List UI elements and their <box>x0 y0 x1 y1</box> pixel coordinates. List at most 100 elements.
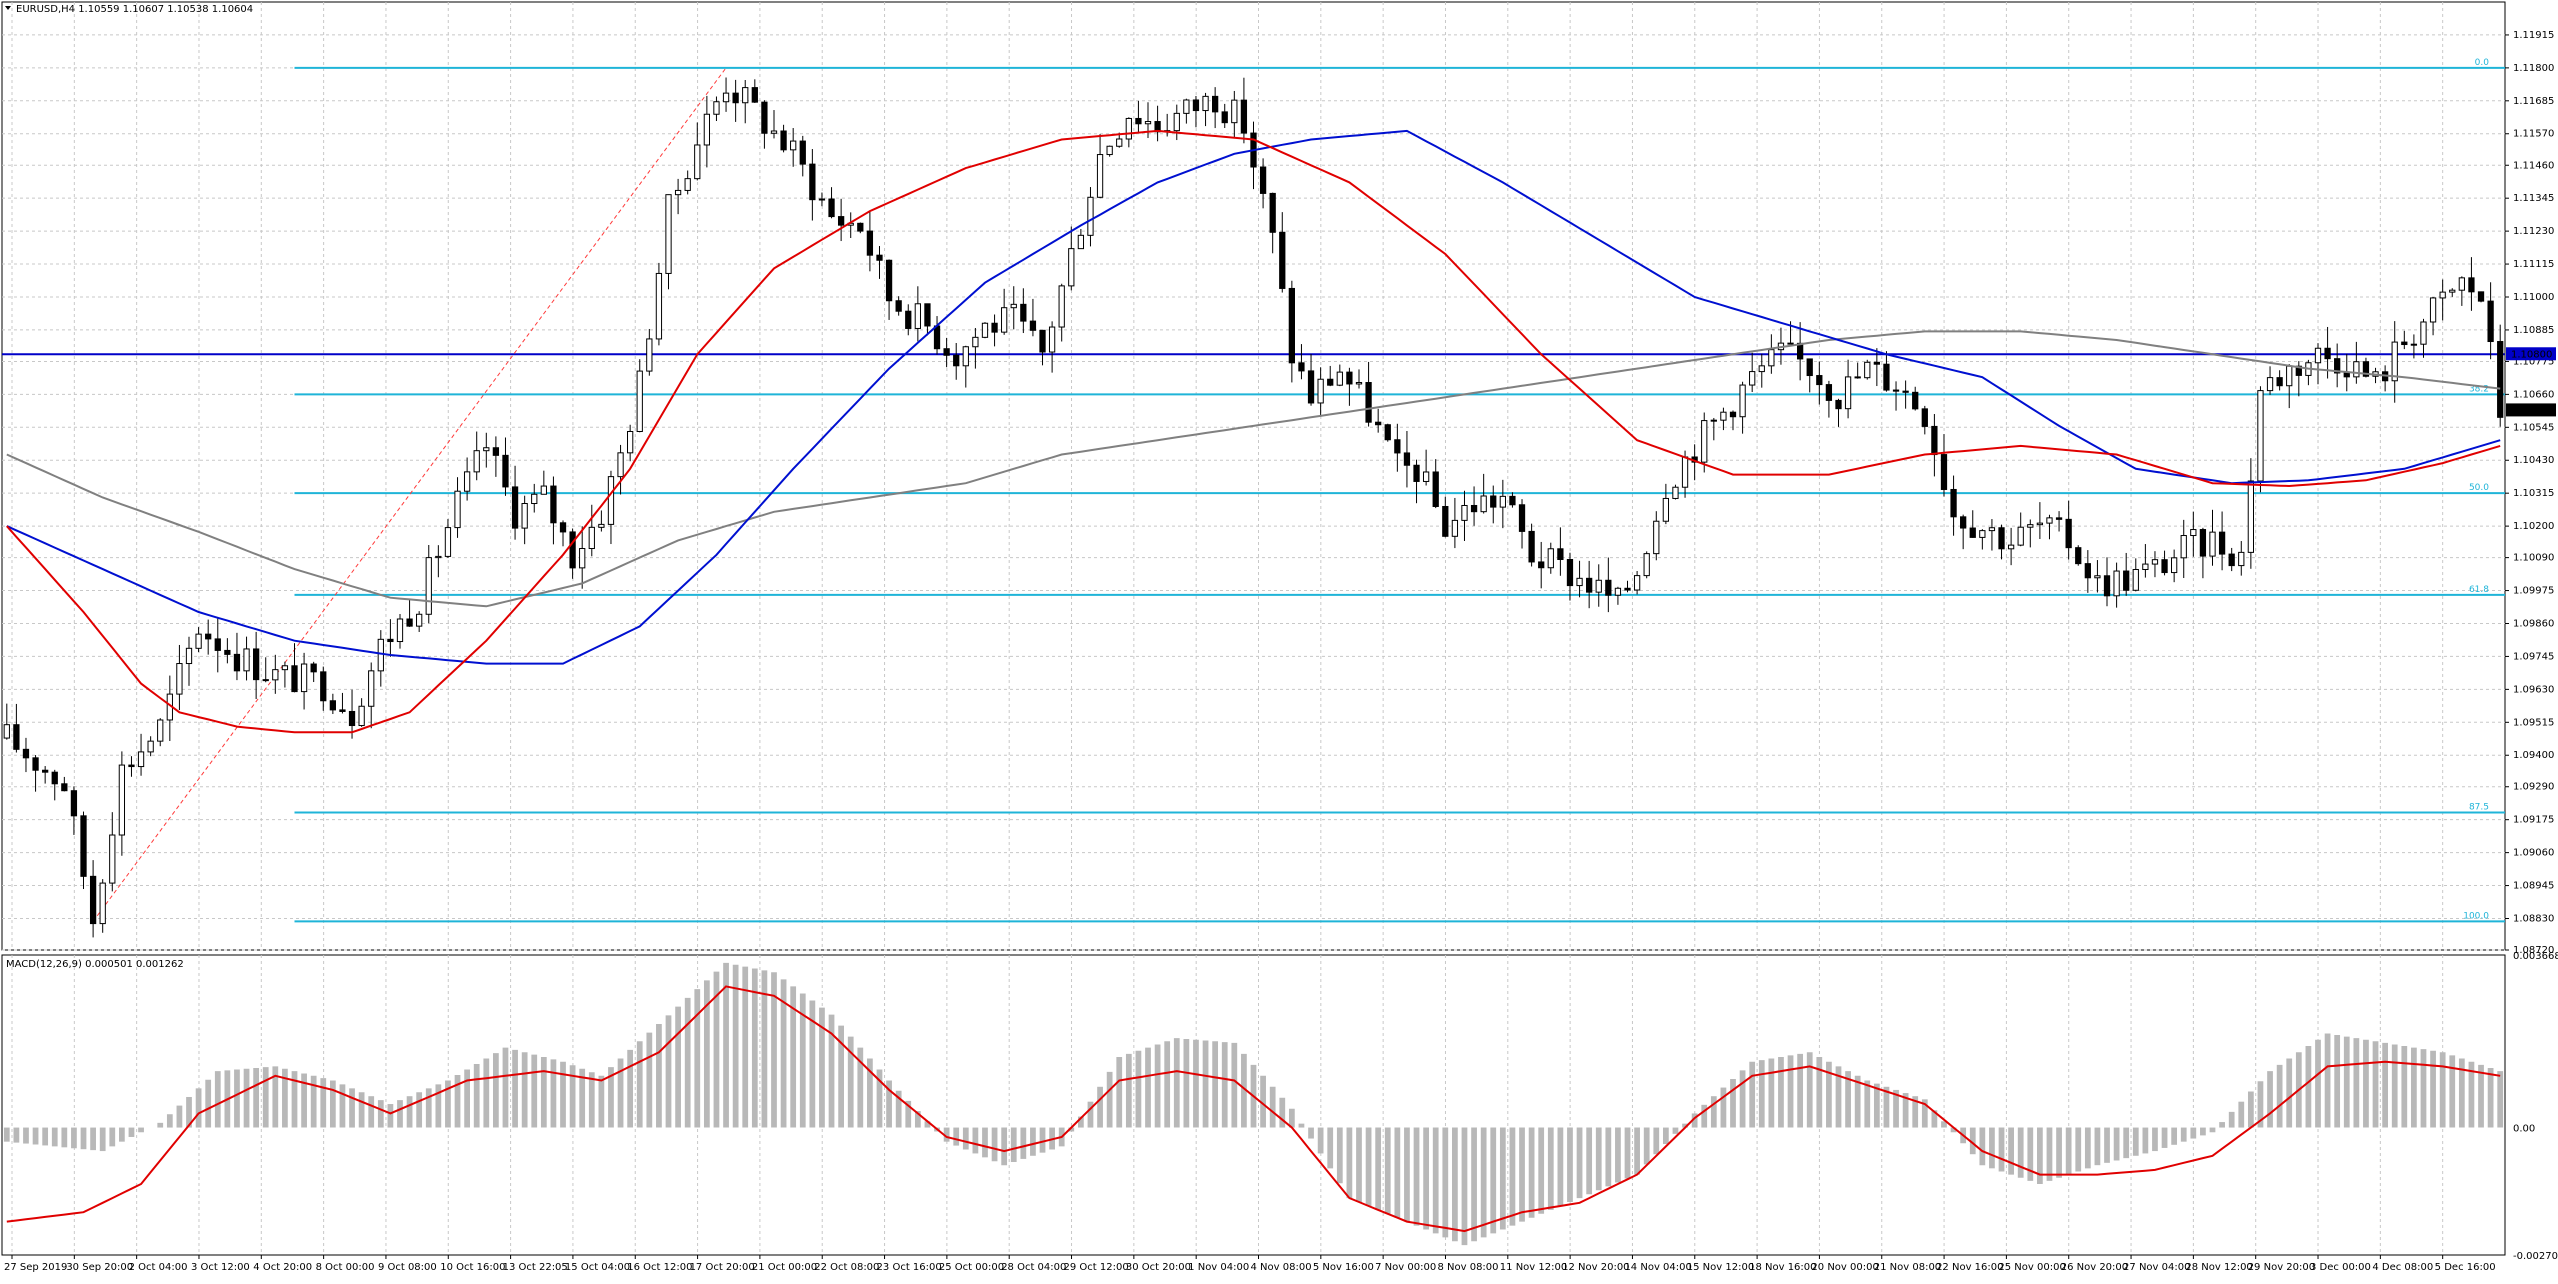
candle-bull <box>962 346 969 367</box>
time-tick-label: 9 Oct 08:00 <box>378 1262 437 1273</box>
candle-bear <box>70 790 78 817</box>
price-tick-label: 1.10885 <box>2513 325 2554 336</box>
candle-bear <box>1240 99 1248 134</box>
candle-bear <box>1940 454 1948 490</box>
candle-bear <box>761 101 768 134</box>
candle-bear <box>61 783 68 792</box>
candle-bear <box>2075 547 2082 565</box>
chart-header: EURUSD,H4 1.10559 1.10607 1.10538 1.1060… <box>16 4 253 15</box>
candle-bull <box>1614 587 1622 596</box>
candle-bear <box>1327 378 1334 386</box>
candle-bear <box>1470 504 1478 513</box>
candle-bear <box>1854 376 1861 379</box>
candle-bull <box>2429 297 2437 323</box>
candle-bull <box>770 130 778 134</box>
time-tick-label: 2 Oct 04:00 <box>129 1262 188 1273</box>
candle-bull <box>2132 569 2139 591</box>
candle-bull <box>1979 530 1986 538</box>
current-price-tag: 1.10604 <box>2511 405 2552 416</box>
candle-bull <box>176 663 183 695</box>
candle-bear <box>329 700 336 711</box>
candle-bear <box>953 354 960 367</box>
candle-bull <box>636 370 643 432</box>
candle-bull <box>243 648 250 672</box>
candle-bear <box>348 710 356 727</box>
candle-bear <box>1413 464 1420 482</box>
candle-bear <box>80 815 87 877</box>
hline-price-tag: 1.10800 <box>2511 349 2552 360</box>
candle-bull <box>1451 519 1459 537</box>
candle-bear <box>406 618 413 627</box>
candle-bull <box>1183 99 1190 114</box>
candle-bull <box>2391 341 2398 382</box>
candle-bull <box>1595 579 1602 593</box>
candle-bear <box>1931 425 1938 456</box>
candle-bear <box>2084 563 2091 579</box>
time-tick-label: 4 Nov 08:00 <box>1251 1262 1312 1273</box>
candle-bear <box>2228 553 2235 567</box>
price-tick-label: 1.09060 <box>2513 848 2554 859</box>
candle-bear <box>837 216 845 226</box>
candle-bull <box>1001 307 1008 333</box>
ma-fast-line <box>6 129 2501 734</box>
candle-bull <box>1461 504 1468 521</box>
candle-bear <box>732 92 739 104</box>
candle-bear <box>1375 421 1382 426</box>
candle-bear <box>1221 111 1228 124</box>
candle-bull <box>1643 553 1650 577</box>
candle-bear <box>22 748 30 759</box>
candle-bull <box>1653 520 1660 555</box>
time-tick-label: 20 Nov 00:00 <box>1811 1262 1878 1273</box>
candle-bull <box>1681 456 1689 488</box>
price-tick-label: 1.08945 <box>2513 881 2554 892</box>
candle-bear <box>943 348 950 356</box>
candle-bull <box>281 665 289 671</box>
candle-bear <box>1384 424 1391 441</box>
candle-bear <box>1403 452 1411 466</box>
fib-trend-line <box>92 67 727 922</box>
candle-bear <box>1729 411 1737 418</box>
candle-bear <box>42 769 49 773</box>
candle-bull <box>300 663 308 693</box>
candle-bear <box>310 663 317 673</box>
candle-bear <box>1538 561 1545 569</box>
candle-bear <box>550 485 557 524</box>
candle-bear <box>2362 361 2370 377</box>
candle-bull <box>1068 248 1075 287</box>
price-tick-label: 1.09975 <box>2513 586 2554 597</box>
candle-bear <box>1288 287 1295 364</box>
candle-bear <box>252 648 260 681</box>
candle-bull <box>2209 531 2216 557</box>
candle-bear <box>1873 361 1880 365</box>
time-tick-label: 21 Oct 00:00 <box>752 1262 817 1273</box>
candle-bull <box>588 526 595 550</box>
candle-bull <box>1480 495 1487 513</box>
candle-bull <box>2410 343 2418 346</box>
candle-bear <box>89 875 97 925</box>
candle-bull <box>674 189 682 196</box>
candle-bull <box>598 523 605 528</box>
candle-bear <box>214 638 221 651</box>
time-tick-label: 11 Nov 12:00 <box>1500 1262 1567 1273</box>
candle-bull <box>368 670 375 707</box>
candle-bear <box>224 649 231 655</box>
time-tick-label: 29 Nov 20:00 <box>2248 1262 2315 1273</box>
price-tick-label: 1.11800 <box>2513 63 2554 74</box>
candle-bull <box>684 178 691 191</box>
candle-bull <box>2027 524 2034 528</box>
candle-bear <box>205 633 212 640</box>
candle-bull <box>1231 99 1238 124</box>
candle-bull <box>425 557 432 615</box>
candle-bear <box>2123 570 2130 591</box>
candle-bear <box>387 638 394 643</box>
time-tick-label: 5 Nov 16:00 <box>1313 1262 1374 1273</box>
macd-panel <box>1 954 2506 1256</box>
price-tick-label: 1.09400 <box>2513 750 2554 761</box>
candle-bull <box>655 272 663 340</box>
time-tick-label: 1 Nov 04:00 <box>1188 1262 1249 1273</box>
price-tick-label: 1.11345 <box>2513 193 2554 204</box>
candle-bull <box>790 140 797 151</box>
candle-bear <box>1892 389 1900 392</box>
time-tick-label: 30 Sep 20:00 <box>66 1262 133 1273</box>
